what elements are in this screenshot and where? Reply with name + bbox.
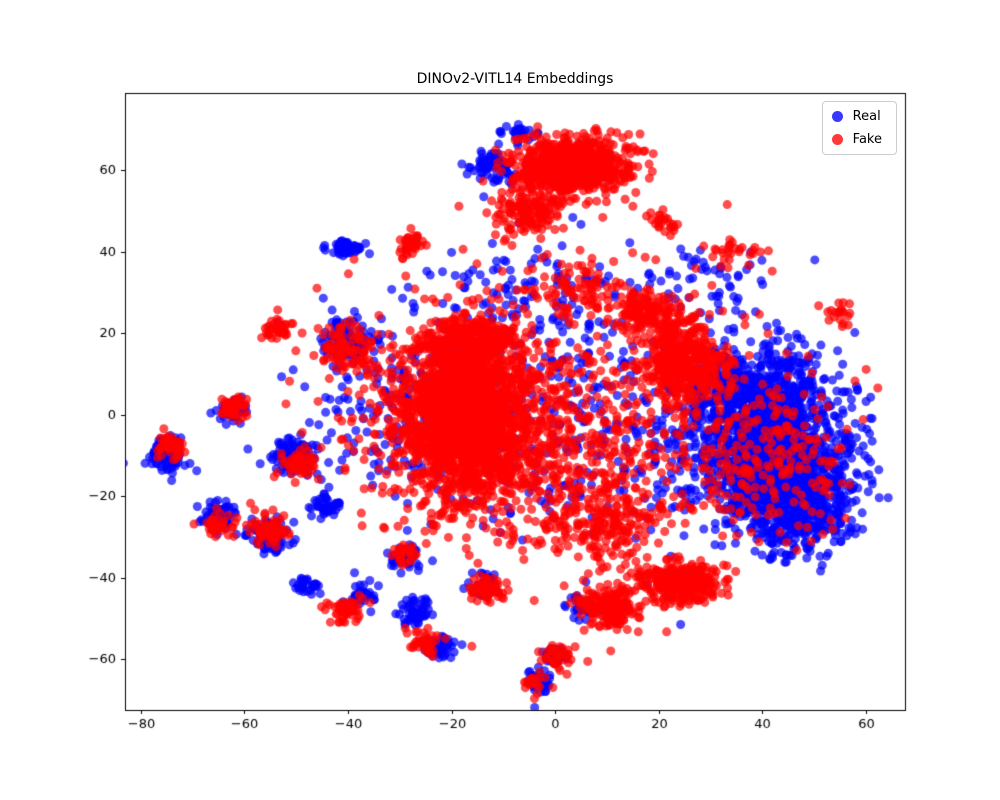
legend-label-real: Real	[852, 109, 881, 124]
chart-title: DINOv2-VITL14 Embeddings	[416, 71, 614, 87]
legend-entry-real: Real	[831, 109, 882, 124]
legend-marker-real	[831, 111, 843, 122]
legend-entry-fake: Fake	[831, 132, 882, 147]
legend-marker-fake	[831, 134, 843, 145]
legend-label-fake: Fake	[852, 132, 882, 147]
legend: Real Fake	[821, 101, 897, 155]
